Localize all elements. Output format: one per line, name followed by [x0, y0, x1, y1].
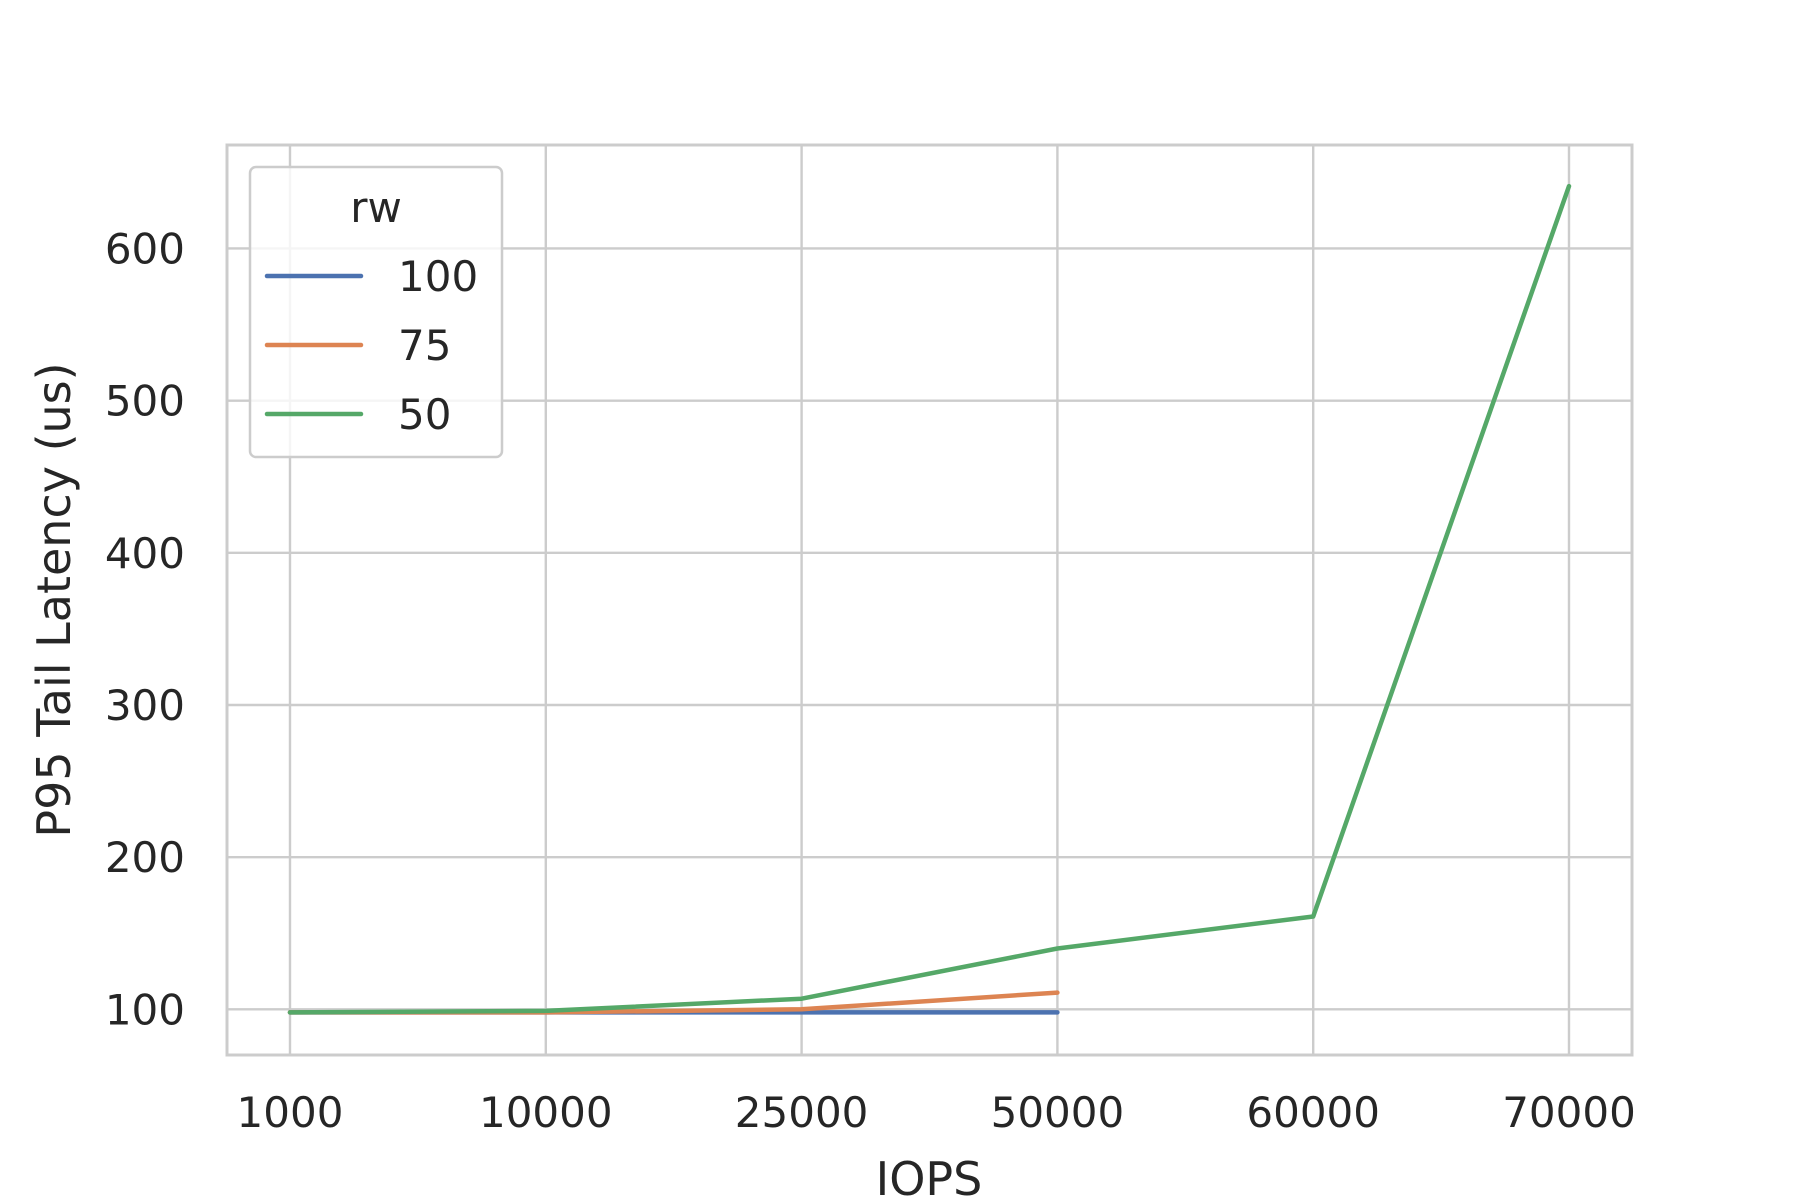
y-tick-label: 500	[105, 377, 185, 426]
y-tick-labels: 100 200 300 400 500 600	[105, 224, 185, 1034]
x-tick-label: 1000	[237, 1088, 344, 1137]
x-tick-label: 60000	[1246, 1088, 1380, 1137]
x-tick-label: 50000	[991, 1088, 1125, 1137]
legend-title: rw	[350, 183, 402, 232]
legend-label: 75	[398, 321, 451, 370]
legend-box	[248, 165, 504, 459]
x-axis-label: IOPS	[876, 1152, 983, 1200]
x-tick-labels: 1000 10000 25000 50000 60000 70000	[237, 1088, 1636, 1137]
y-tick-label: 300	[105, 681, 185, 730]
legend: rw 100 75 50	[248, 165, 504, 459]
y-tick-label: 600	[105, 224, 185, 273]
y-axis-label: P95 Tail Latency (us)	[27, 362, 81, 837]
legend-label: 50	[398, 390, 451, 439]
x-tick-label: 10000	[479, 1088, 613, 1137]
y-tick-label: 100	[105, 985, 185, 1034]
plot-frame	[225, 143, 1634, 1057]
series-line-50	[287, 183, 1572, 1015]
series-lines	[287, 183, 1572, 1015]
y-tick-label: 400	[105, 529, 185, 578]
legend-label: 100	[398, 252, 478, 301]
x-tick-label: 25000	[735, 1088, 869, 1137]
legend-entries: 100 75 50	[264, 252, 478, 439]
x-tick-label: 70000	[1502, 1088, 1636, 1137]
y-tick-label: 200	[105, 833, 185, 882]
